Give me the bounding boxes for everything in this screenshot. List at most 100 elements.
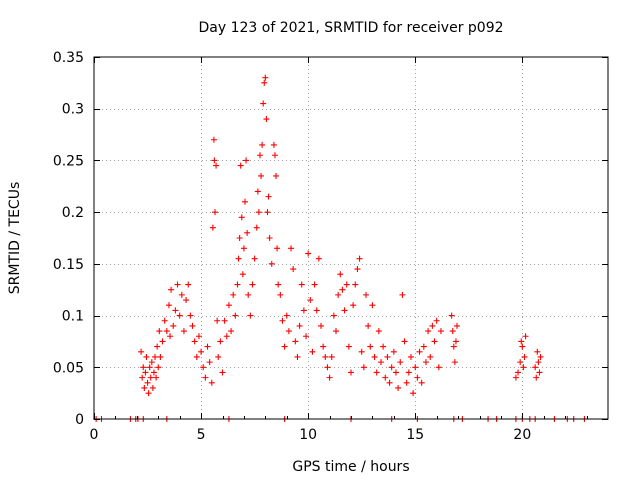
data-point bbox=[215, 353, 222, 360]
data-point bbox=[157, 353, 164, 360]
data-point bbox=[328, 353, 335, 360]
data-point bbox=[397, 359, 404, 366]
data-point bbox=[260, 100, 267, 107]
data-point bbox=[427, 353, 434, 360]
data-point bbox=[247, 312, 254, 319]
data-point bbox=[234, 281, 241, 288]
data-point bbox=[536, 369, 543, 376]
data-point bbox=[165, 302, 172, 309]
data-point bbox=[225, 302, 232, 309]
data-point bbox=[264, 209, 271, 216]
data-point bbox=[149, 384, 156, 391]
data-point bbox=[243, 157, 250, 164]
data-point bbox=[210, 136, 217, 143]
data-point bbox=[148, 359, 155, 366]
data-point bbox=[213, 162, 220, 169]
data-point bbox=[305, 250, 312, 257]
data-point bbox=[392, 369, 399, 376]
data-point bbox=[208, 379, 215, 386]
y-tick-label: 0.1 bbox=[62, 309, 84, 325]
data-point bbox=[380, 343, 387, 350]
data-point bbox=[161, 317, 168, 324]
data-point bbox=[255, 209, 262, 216]
data-point bbox=[178, 291, 185, 298]
data-point bbox=[519, 343, 526, 350]
data-point bbox=[303, 333, 310, 340]
data-point bbox=[241, 198, 248, 205]
data-point bbox=[219, 369, 226, 376]
data-point bbox=[298, 281, 305, 288]
data-point bbox=[315, 255, 322, 262]
data-point bbox=[211, 157, 218, 164]
data-point bbox=[206, 359, 213, 366]
x-tick-label: 10 bbox=[299, 427, 317, 443]
data-point bbox=[330, 312, 337, 319]
data-point bbox=[313, 307, 320, 314]
data-point bbox=[172, 307, 179, 314]
data-point bbox=[532, 364, 539, 371]
x-tick-label: 15 bbox=[406, 427, 424, 443]
data-point bbox=[388, 364, 395, 371]
data-point bbox=[279, 317, 286, 324]
data-point bbox=[324, 364, 331, 371]
data-point bbox=[154, 343, 161, 350]
data-point bbox=[163, 328, 170, 335]
data-point bbox=[228, 328, 235, 335]
data-point bbox=[433, 317, 440, 324]
data-point bbox=[155, 364, 162, 371]
data-point bbox=[356, 255, 363, 262]
data-point bbox=[140, 364, 147, 371]
data-point bbox=[174, 281, 181, 288]
data-point bbox=[183, 297, 190, 304]
data-point bbox=[244, 229, 251, 236]
data-point bbox=[239, 271, 246, 278]
y-tick-label: 0.35 bbox=[53, 50, 84, 66]
y-tick-label: 0.15 bbox=[53, 257, 84, 273]
data-point bbox=[395, 384, 402, 391]
data-point bbox=[454, 322, 461, 329]
data-point bbox=[377, 359, 384, 366]
data-point bbox=[322, 353, 329, 360]
data-point bbox=[367, 343, 374, 350]
data-point bbox=[339, 286, 346, 293]
data-point bbox=[375, 328, 382, 335]
y-tick-label: 0.3 bbox=[62, 102, 84, 118]
data-point bbox=[237, 162, 244, 169]
data-point bbox=[452, 338, 459, 345]
data-point bbox=[138, 348, 145, 355]
y-tick-label: 0.25 bbox=[53, 153, 84, 169]
data-point bbox=[307, 297, 314, 304]
ticks: 0 5 10 15 20 0 0.05 0.1 0.15 0.2 0.25 0.3 0.35 bbox=[53, 50, 608, 443]
data-point bbox=[292, 338, 299, 345]
data-point bbox=[143, 353, 150, 360]
y-tick-label: 0.2 bbox=[62, 205, 84, 221]
data-point bbox=[399, 291, 406, 298]
data-point bbox=[414, 374, 421, 381]
data-point bbox=[309, 348, 316, 355]
data-point bbox=[156, 328, 163, 335]
data-point bbox=[416, 348, 423, 355]
data-point bbox=[277, 291, 284, 298]
data-point bbox=[537, 353, 544, 360]
data-point bbox=[343, 281, 350, 288]
data-point bbox=[240, 245, 247, 252]
data-point bbox=[223, 333, 230, 340]
data-point bbox=[221, 317, 228, 324]
data-point bbox=[521, 353, 528, 360]
data-point bbox=[152, 353, 159, 360]
data-point bbox=[145, 390, 152, 397]
data-point bbox=[235, 255, 242, 262]
data-point bbox=[451, 359, 458, 366]
data-point bbox=[296, 322, 303, 329]
data-point bbox=[341, 307, 348, 314]
data-point bbox=[326, 374, 333, 381]
data-point bbox=[405, 369, 412, 376]
data-point bbox=[144, 379, 151, 386]
data-point bbox=[180, 328, 187, 335]
data-point bbox=[449, 328, 456, 335]
data-point bbox=[450, 343, 457, 350]
data-point bbox=[390, 348, 397, 355]
data-point bbox=[410, 390, 417, 397]
data-point bbox=[534, 348, 541, 355]
data-point bbox=[294, 353, 301, 360]
